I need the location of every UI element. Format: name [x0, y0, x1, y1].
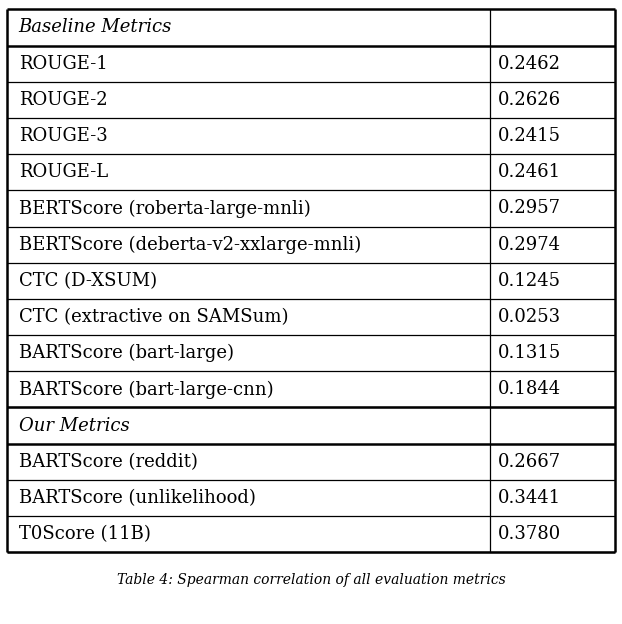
Text: 0.3441: 0.3441 — [498, 489, 560, 507]
Text: CTC (D-XSUM): CTC (D-XSUM) — [19, 272, 157, 290]
Text: 0.3780: 0.3780 — [498, 525, 561, 543]
Text: ROUGE-2: ROUGE-2 — [19, 91, 107, 109]
Text: 0.2626: 0.2626 — [498, 91, 560, 109]
Text: BARTScore (bart-large): BARTScore (bart-large) — [19, 344, 234, 363]
Text: ROUGE-3: ROUGE-3 — [19, 127, 108, 145]
Text: BARTScore (unlikelihood): BARTScore (unlikelihood) — [19, 489, 256, 507]
Text: 0.1315: 0.1315 — [498, 344, 561, 362]
Text: BERTScore (roberta-large-mnli): BERTScore (roberta-large-mnli) — [19, 199, 310, 218]
Text: 0.1844: 0.1844 — [498, 381, 560, 398]
Text: 0.2667: 0.2667 — [498, 453, 560, 470]
Text: BARTScore (bart-large-cnn): BARTScore (bart-large-cnn) — [19, 380, 273, 399]
Text: CTC (extractive on SAMSum): CTC (extractive on SAMSum) — [19, 308, 288, 326]
Text: Baseline Metrics: Baseline Metrics — [19, 19, 172, 36]
Text: 0.2974: 0.2974 — [498, 236, 560, 253]
Text: BARTScore (reddit): BARTScore (reddit) — [19, 453, 198, 470]
Text: 0.2957: 0.2957 — [498, 200, 560, 217]
Text: T0Score (11B): T0Score (11B) — [19, 525, 151, 543]
Text: Table 4: Spearman correlation of all evaluation metrics: Table 4: Spearman correlation of all eva… — [117, 573, 505, 587]
Text: Our Metrics: Our Metrics — [19, 417, 129, 434]
Text: ROUGE-L: ROUGE-L — [19, 163, 108, 181]
Text: 0.2415: 0.2415 — [498, 127, 560, 145]
Text: 0.2461: 0.2461 — [498, 163, 560, 181]
Text: 0.0253: 0.0253 — [498, 308, 560, 326]
Text: ROUGE-1: ROUGE-1 — [19, 55, 108, 72]
Text: 0.1245: 0.1245 — [498, 272, 560, 290]
Text: BERTScore (deberta-v2-xxlarge-mnli): BERTScore (deberta-v2-xxlarge-mnli) — [19, 235, 361, 254]
Text: 0.2462: 0.2462 — [498, 55, 560, 72]
